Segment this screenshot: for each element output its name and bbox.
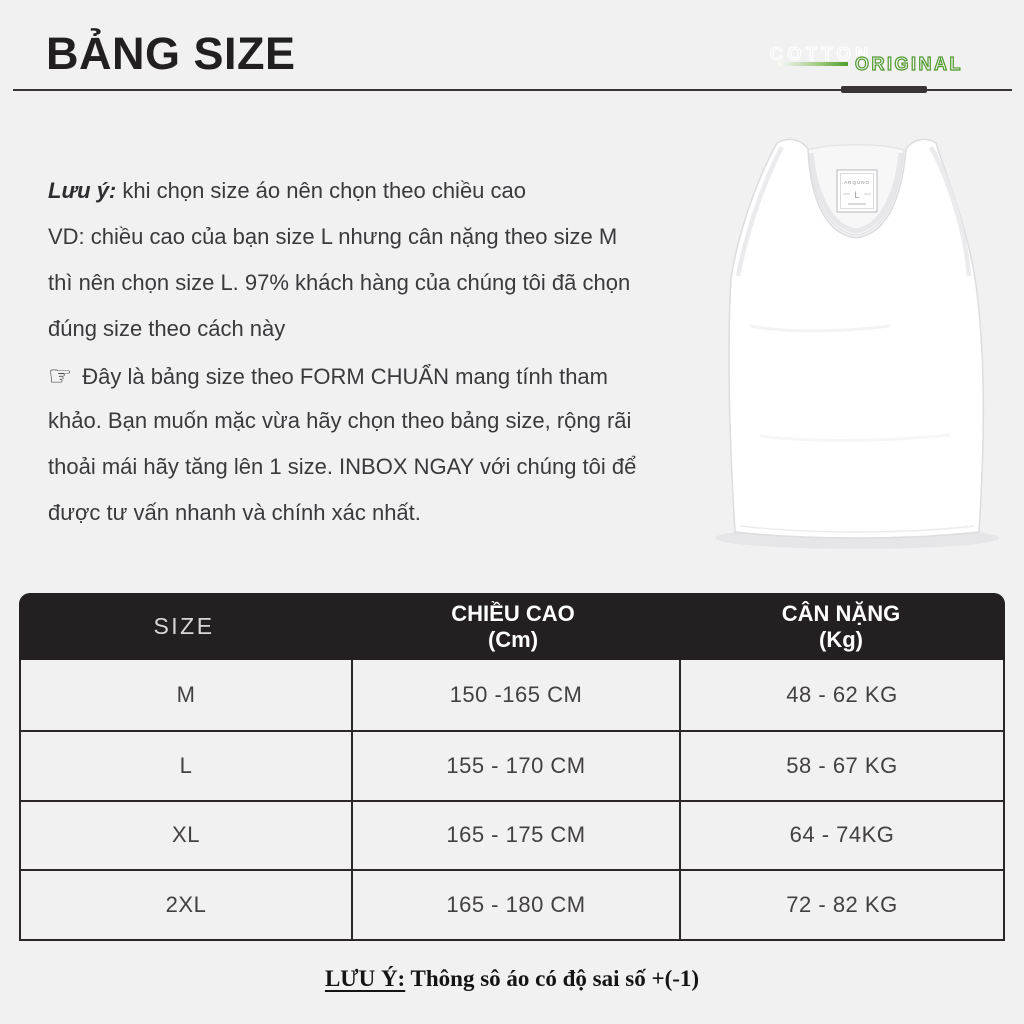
row-xl-size: XL	[21, 799, 351, 870]
note-text: khi chọn size áo nên chọn theo chiều cao	[116, 178, 526, 203]
note-line: được tư vấn nhanh và chính xác nhất.	[48, 500, 421, 525]
size-guide-notes: Lưu ý: khi chọn size áo nên chọn theo ch…	[48, 168, 636, 536]
header-divider-accent	[841, 86, 927, 93]
row-2xl-height: 165 - 180 CM	[351, 869, 679, 939]
row-2xl-size: 2XL	[21, 869, 351, 939]
row-m-size: M	[176, 681, 196, 707]
col-header-weight-label: CÂN NẶNG	[781, 600, 901, 626]
brand-logo-original: ORIGINAL	[854, 53, 963, 74]
size-table-header: SIZE CHIỀU CAO (Cm) CÂN NẶNG (Kg)	[19, 593, 1005, 660]
size-table: SIZE CHIỀU CAO (Cm) CÂN NẶNG (Kg) M 150 …	[19, 593, 1005, 941]
tolerance-note-lead: LƯU Ý:	[324, 966, 406, 991]
size-table-body: M 150 -165 CM 48 - 62 KG L 155 - 170 CM …	[19, 660, 1005, 941]
product-photo-tank-top: ARQUNO L	[690, 136, 1012, 572]
note-line: đúng size theo cách này	[48, 316, 286, 341]
neck-label: ARQUNO L	[836, 169, 878, 213]
note-text: Đây là bảng size theo FORM CHUẨN mang tí…	[82, 364, 608, 389]
row-l-height: 155 - 170 CM	[351, 729, 679, 800]
note-line: ☞ Đây là bảng size theo FORM CHUẨN mang t…	[48, 352, 636, 398]
note-line: Lưu ý: khi chọn size áo nên chọn theo ch…	[48, 168, 636, 214]
row-2xl-weight: 72 - 82 KG	[679, 869, 1003, 939]
row-l-weight: 58 - 67 KG	[679, 729, 1003, 800]
col-header-height-unit: (Cm)	[487, 626, 539, 652]
brand-logo-cotton: COTTON	[769, 43, 873, 64]
col-header-weight: CÂN NẶNG (Kg)	[677, 601, 1005, 653]
note-lead: Lưu ý:	[48, 178, 117, 203]
row-m-weight: 48 - 62 KG	[679, 660, 1003, 730]
row-xl-height: 165 - 175 CM	[351, 799, 679, 870]
note-line: thì nên chọn size L. 97% khách hàng của …	[48, 270, 631, 295]
note-line: thoải mái hãy tăng lên 1 size. INBOX NGA…	[48, 454, 637, 479]
note-line: VD: chiều cao của bạn size L nhưng cân n…	[48, 224, 618, 249]
label-size-text: L	[854, 190, 859, 200]
pointing-hand-icon: ☞	[48, 361, 73, 391]
col-header-height: CHIỀU CAO (Cm)	[349, 601, 677, 653]
col-header-size: SIZE	[153, 613, 215, 639]
row-xl-weight: 64 - 74KG	[679, 799, 1003, 870]
brand-logo-swoosh	[778, 62, 848, 66]
label-brand-text: ARQUNO	[844, 180, 870, 186]
col-header-height-label: CHIỀU CAO	[451, 600, 575, 626]
row-m-height: 150 -165 CM	[351, 660, 679, 730]
col-header-weight-unit: (Kg)	[819, 626, 863, 652]
note-line: khảo. Bạn muốn mặc vừa hãy chọn theo bản…	[48, 408, 632, 433]
tolerance-note-text: Thông sô áo có độ sai số +(-1)	[405, 966, 700, 991]
row-l-size: L	[21, 729, 351, 800]
page-title: BẢNG SIZE	[46, 28, 296, 79]
tank-top-illustration: ARQUNO L	[715, 138, 999, 549]
header-divider	[13, 89, 1012, 91]
tolerance-note: LƯU Ý: Thông sô áo có độ sai số +(-1)	[0, 966, 1024, 992]
